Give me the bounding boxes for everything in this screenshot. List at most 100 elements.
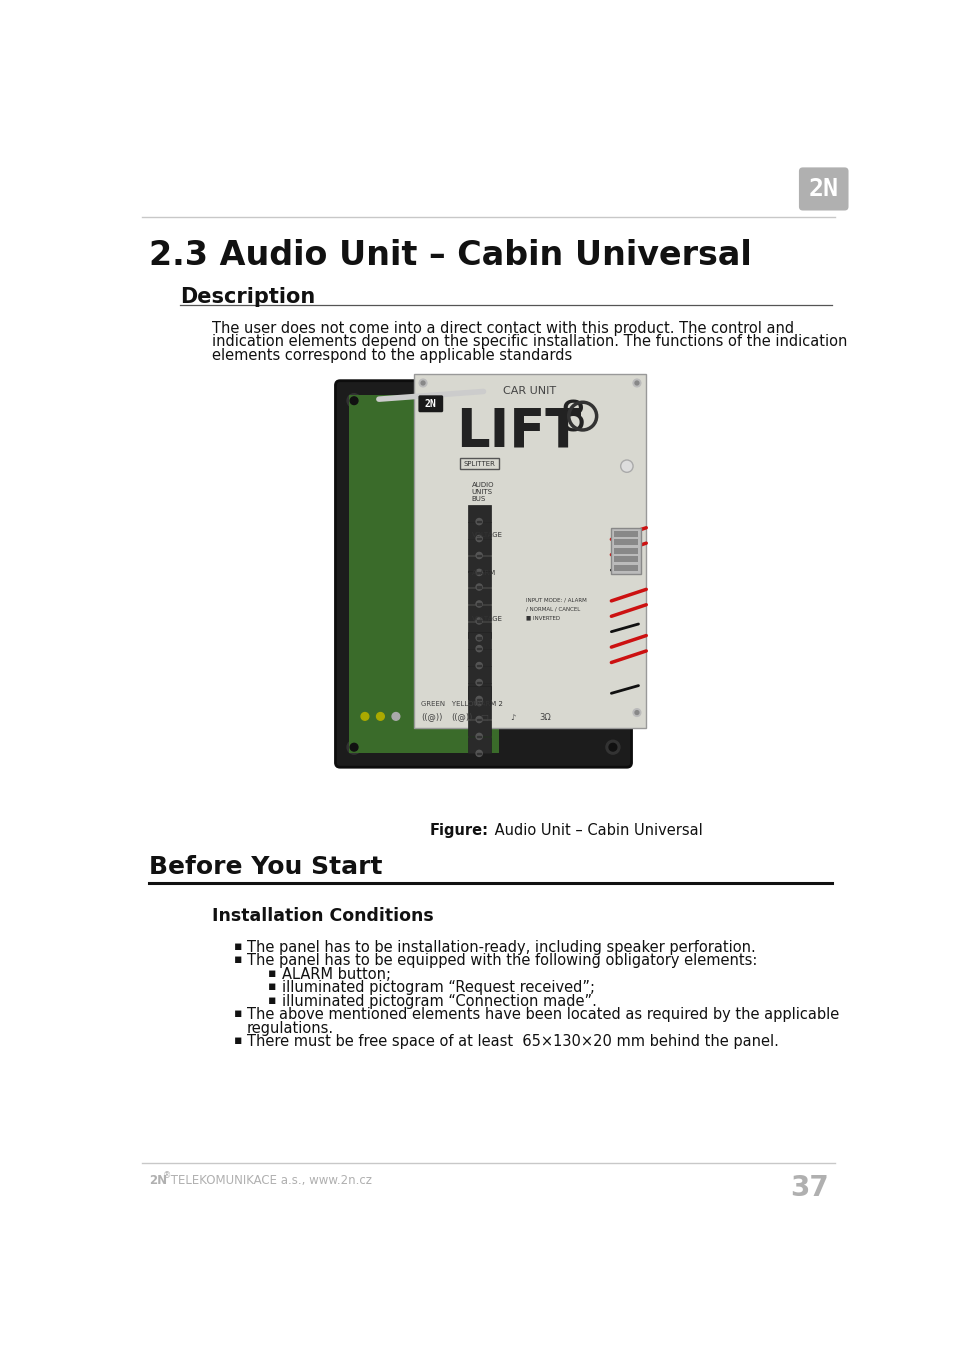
Text: 2N: 2N <box>808 177 838 201</box>
Text: 2.3 Audio Unit – Cabin Universal: 2.3 Audio Unit – Cabin Universal <box>149 239 751 271</box>
Bar <box>467 587 490 603</box>
Circle shape <box>420 381 424 385</box>
Circle shape <box>476 601 482 608</box>
Bar <box>467 686 490 702</box>
Text: / NORMAL / CANCEL: / NORMAL / CANCEL <box>525 606 579 612</box>
Circle shape <box>476 585 482 590</box>
Text: ALARM 2: ALARM 2 <box>472 701 502 707</box>
Text: INPUT MODE: / ALARM: INPUT MODE: / ALARM <box>525 597 586 602</box>
Bar <box>467 556 490 572</box>
Text: ▪: ▪ <box>268 967 276 980</box>
Bar <box>613 531 638 537</box>
Circle shape <box>347 394 360 408</box>
Bar <box>476 603 481 605</box>
Text: Installation Conditions: Installation Conditions <box>212 907 434 925</box>
Circle shape <box>350 744 357 751</box>
Circle shape <box>608 397 617 405</box>
Bar <box>349 394 498 753</box>
Circle shape <box>476 570 482 575</box>
Text: indication elements depend on the specific installation. The functions of the in: indication elements depend on the specif… <box>212 335 846 350</box>
Text: ▪: ▪ <box>233 940 242 953</box>
Bar <box>414 374 645 728</box>
Bar <box>476 637 481 639</box>
Circle shape <box>350 397 357 405</box>
Circle shape <box>360 713 369 721</box>
Circle shape <box>633 709 640 717</box>
Text: Figure:: Figure: <box>430 822 488 837</box>
Bar <box>476 664 481 667</box>
Text: ▪: ▪ <box>233 1007 242 1021</box>
Text: □: □ <box>480 713 488 721</box>
Text: The user does not come into a direct contact with this product. The control and: The user does not come into a direct con… <box>212 321 794 336</box>
Bar <box>613 556 638 563</box>
FancyBboxPatch shape <box>798 167 847 211</box>
Bar <box>613 548 638 554</box>
Circle shape <box>476 618 482 624</box>
Text: ▪: ▪ <box>233 953 242 967</box>
Text: illuminated pictogram “Connection made”.: illuminated pictogram “Connection made”. <box>282 994 597 1008</box>
Text: VOLTAGE: VOLTAGE <box>472 532 502 537</box>
Bar <box>476 682 481 683</box>
Text: 2N: 2N <box>424 398 436 409</box>
Circle shape <box>476 634 482 641</box>
Bar <box>476 586 481 587</box>
Bar <box>459 459 498 470</box>
Bar <box>467 632 490 648</box>
Text: 37: 37 <box>790 1173 828 1202</box>
Text: The above mentioned elements have been located as required by the applicable: The above mentioned elements have been l… <box>247 1007 839 1022</box>
Text: 2N: 2N <box>149 1173 167 1187</box>
Text: AUDIO
UNITS
BUS: AUDIO UNITS BUS <box>472 482 494 502</box>
Text: The panel has to be equipped with the following obligatory elements:: The panel has to be equipped with the fo… <box>247 953 757 968</box>
Circle shape <box>633 379 640 387</box>
Circle shape <box>392 713 399 721</box>
Text: ALARM: ALARM <box>472 570 496 576</box>
Bar <box>611 528 640 574</box>
Text: illuminated pictogram “Request received”;: illuminated pictogram “Request received”… <box>282 980 595 995</box>
FancyBboxPatch shape <box>418 396 443 412</box>
Bar <box>476 736 481 737</box>
Text: 3Ω: 3Ω <box>538 713 551 721</box>
FancyBboxPatch shape <box>335 381 631 767</box>
Circle shape <box>605 394 619 408</box>
Bar <box>467 522 490 539</box>
Circle shape <box>476 645 482 652</box>
Bar <box>467 683 490 699</box>
Text: regulations.: regulations. <box>247 1021 334 1035</box>
Bar <box>467 622 490 637</box>
Text: GREEN   YELLOW: GREEN YELLOW <box>421 701 480 707</box>
Text: The panel has to be installation-ready, including speaker perforation.: The panel has to be installation-ready, … <box>247 940 755 954</box>
Circle shape <box>605 740 619 755</box>
Text: ♪: ♪ <box>509 713 515 721</box>
Text: Audio Unit – Cabin Universal: Audio Unit – Cabin Universal <box>490 822 702 837</box>
Text: Description: Description <box>179 286 314 306</box>
Text: LIFT: LIFT <box>456 405 580 458</box>
Bar <box>467 571 490 587</box>
Text: ▪: ▪ <box>268 994 276 1007</box>
Text: ((@)): ((@)) <box>421 713 442 721</box>
Bar <box>476 555 481 556</box>
Circle shape <box>476 536 482 541</box>
Circle shape <box>608 744 617 751</box>
Bar <box>476 718 481 721</box>
Circle shape <box>476 733 482 740</box>
Bar <box>476 648 481 649</box>
Text: ((@)): ((@)) <box>451 713 472 721</box>
Bar <box>476 702 481 703</box>
Circle shape <box>635 381 639 385</box>
Circle shape <box>476 751 482 756</box>
Circle shape <box>376 713 384 721</box>
Bar <box>476 699 481 701</box>
Text: ▪: ▪ <box>233 1034 242 1048</box>
Circle shape <box>476 663 482 668</box>
Text: ®: ® <box>162 1170 171 1180</box>
Bar <box>613 539 638 545</box>
Text: VOLTAGE: VOLTAGE <box>472 617 502 622</box>
Bar <box>467 539 490 555</box>
Text: elements correspond to the applicable standards: elements correspond to the applicable st… <box>212 347 572 363</box>
Bar <box>467 505 490 521</box>
Bar <box>613 564 638 571</box>
Bar <box>467 667 490 683</box>
Text: 8: 8 <box>558 400 585 441</box>
Bar <box>476 571 481 574</box>
Text: ■ INVERTED: ■ INVERTED <box>525 616 559 621</box>
